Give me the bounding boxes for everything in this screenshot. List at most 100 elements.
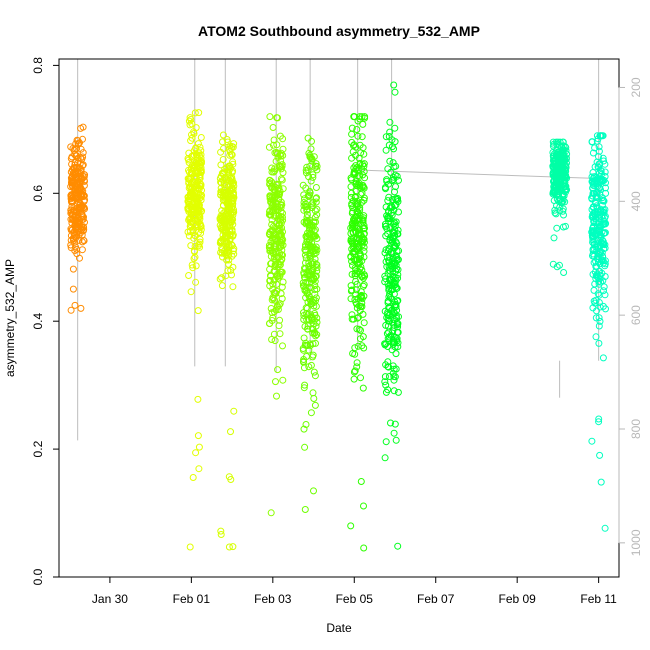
data-point	[276, 316, 284, 324]
data-point	[188, 153, 196, 161]
data-point	[554, 148, 562, 156]
data-point	[272, 203, 280, 211]
y2-tick-label: 600	[629, 305, 643, 325]
data-point	[384, 197, 392, 205]
data-point	[189, 264, 197, 272]
data-point	[78, 216, 86, 224]
data-point	[312, 260, 320, 268]
data-point	[225, 543, 233, 551]
data-point	[308, 155, 316, 163]
data-point	[552, 182, 560, 190]
data-point	[594, 290, 602, 298]
data-point	[551, 206, 559, 214]
data-point	[275, 254, 283, 261]
data-point	[592, 314, 600, 322]
data-point	[595, 339, 603, 347]
data-point	[358, 113, 366, 121]
data-point	[361, 113, 369, 121]
data-point	[310, 487, 317, 495]
data-point	[196, 238, 204, 246]
data-point	[389, 234, 397, 242]
data-point	[224, 252, 232, 260]
x-tick-label: Feb 03	[254, 592, 292, 606]
data-point	[354, 200, 362, 208]
data-point	[78, 246, 86, 254]
data-point	[269, 124, 277, 131]
data-point	[382, 133, 390, 141]
data-point	[351, 367, 359, 375]
data-point	[217, 238, 225, 246]
data-point	[196, 243, 204, 251]
data-point	[390, 387, 398, 395]
data-point	[300, 309, 307, 317]
data-point	[394, 542, 402, 550]
y-tick-label: 0.6	[31, 185, 45, 202]
data-point	[306, 153, 314, 161]
data-point	[384, 310, 392, 318]
data-point	[306, 189, 314, 197]
data-point	[72, 220, 79, 228]
data-cluster	[381, 81, 403, 550]
data-cluster	[549, 138, 571, 276]
data-point	[278, 176, 286, 184]
data-point	[270, 141, 277, 149]
data-point	[386, 118, 394, 126]
data-point	[300, 316, 308, 323]
data-point	[192, 278, 200, 286]
data-point	[184, 204, 192, 212]
data-point	[354, 166, 362, 174]
data-point	[390, 321, 398, 329]
data-point	[275, 301, 283, 309]
data-point	[590, 297, 598, 305]
x-axis-label: Date	[326, 621, 352, 635]
data-point	[595, 278, 603, 285]
data-point	[302, 421, 310, 428]
data-point	[590, 210, 598, 217]
data-point	[192, 145, 200, 153]
data-point	[266, 180, 274, 188]
data-point	[388, 203, 396, 211]
data-point	[358, 272, 366, 280]
data-point	[217, 527, 225, 535]
data-point	[384, 363, 392, 371]
data-cluster	[347, 113, 369, 552]
data-point	[556, 203, 564, 211]
data-point	[305, 262, 313, 270]
data-point	[390, 145, 398, 153]
data-point	[267, 260, 275, 268]
data-point	[74, 137, 82, 145]
data-point	[79, 204, 87, 212]
data-point	[269, 314, 277, 322]
data-point	[279, 185, 287, 193]
data-point	[302, 233, 310, 241]
data-point	[593, 180, 601, 188]
data-point	[78, 223, 86, 231]
data-point	[187, 189, 195, 197]
data-point	[563, 174, 571, 182]
data-point	[71, 301, 79, 309]
data-point	[311, 401, 319, 409]
data-point	[266, 208, 273, 216]
y-axis-label: asymmetry_532_AMP	[3, 259, 17, 377]
data-point	[309, 389, 317, 397]
data-point	[391, 219, 399, 227]
data-point	[309, 198, 317, 206]
data-point	[266, 113, 274, 121]
data-point	[229, 196, 237, 204]
data-point	[354, 314, 361, 322]
data-point	[185, 195, 193, 203]
data-point	[216, 216, 224, 224]
data-point	[191, 222, 199, 230]
data-point	[221, 232, 229, 240]
data-point	[360, 196, 368, 204]
data-point	[77, 185, 85, 193]
data-point	[590, 238, 598, 246]
data-point	[354, 342, 362, 350]
data-point	[275, 220, 283, 228]
data-point	[186, 543, 194, 551]
data-point	[79, 149, 87, 157]
data-point	[592, 176, 600, 184]
data-point	[192, 262, 200, 270]
data-point	[600, 287, 607, 295]
data-point	[349, 237, 356, 245]
